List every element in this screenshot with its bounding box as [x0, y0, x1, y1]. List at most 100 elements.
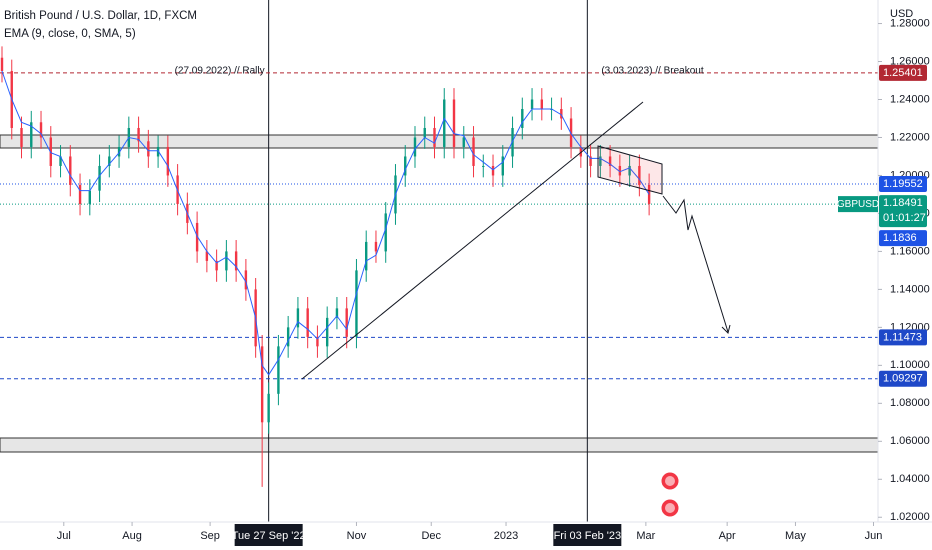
candle-body	[404, 156, 407, 176]
candle-body	[147, 141, 150, 157]
x-tick-label: May	[785, 530, 806, 542]
candle-body	[423, 127, 426, 138]
y-tick-label: 1.24000	[890, 93, 930, 105]
x-tick-label: 2023	[494, 530, 518, 542]
candle-body	[491, 165, 495, 176]
candle-body	[599, 156, 602, 166]
candle-body	[413, 137, 417, 157]
candle-body	[286, 327, 290, 347]
projection-arrow	[662, 195, 729, 333]
candle-body	[384, 213, 387, 252]
trend-line	[301, 101, 644, 380]
candle-body	[530, 99, 534, 109]
x-tick-label: Mar	[636, 530, 655, 542]
candle-body	[30, 122, 33, 147]
candle-body	[579, 146, 583, 157]
candle-body	[78, 184, 82, 204]
y-axis-label: USD	[890, 8, 913, 20]
candle-body	[98, 165, 101, 191]
candle-body	[618, 165, 622, 176]
event-icons	[660, 471, 680, 518]
x-tick-label: Jun	[865, 530, 883, 542]
candle-body	[20, 127, 23, 147]
candle-body	[540, 99, 544, 109]
candle-body	[325, 317, 329, 347]
y-tick-label: 1.06000	[890, 435, 930, 447]
candle-body	[316, 336, 319, 347]
candle-body	[482, 165, 485, 167]
y-tick-label: 1.02000	[890, 511, 930, 523]
candle-body	[628, 165, 631, 176]
candle-body	[225, 251, 228, 271]
candle-body	[452, 99, 456, 147]
chart-title: British Pound / U.S. Dollar, 1D, FXCM	[4, 10, 197, 22]
candle-body	[296, 308, 300, 328]
candle-body	[462, 137, 465, 147]
indicator-legend: EMA (9, close, 0, SMA, 5)	[4, 28, 136, 40]
x-tick-label: Dec	[421, 530, 441, 542]
x-tick-label: Jul	[57, 530, 71, 542]
y-tick-label: 1.10000	[890, 359, 930, 371]
support-zone	[0, 437, 879, 453]
last-price-tag	[879, 195, 927, 228]
ema-line	[1, 70, 650, 376]
symbol-tag	[838, 196, 878, 213]
candle-body	[0, 57, 4, 72]
y-tick-label: 1.04000	[890, 473, 930, 485]
candle-body	[267, 393, 270, 423]
flag-pattern	[597, 145, 663, 195]
candle-body	[345, 308, 348, 337]
level-tag	[879, 64, 927, 81]
event-icon	[665, 503, 675, 513]
y-tick-label: 1.26000	[890, 55, 930, 67]
x-tick-label: Sep	[200, 530, 220, 542]
candle-body	[166, 146, 170, 176]
candle-body	[260, 346, 264, 423]
event-icon	[665, 476, 675, 486]
candle-body	[589, 156, 592, 166]
candle-body	[521, 108, 524, 128]
level-tag-label: 1.11473	[883, 331, 922, 343]
level-tag-label: 1.09297	[883, 373, 923, 385]
arrow-head	[721, 324, 731, 334]
candle-body	[365, 241, 368, 271]
y-tick-label: 1.16000	[890, 245, 930, 257]
y-tick-label: 1.22000	[890, 131, 930, 143]
bid-tag-label: 1.1836	[883, 232, 917, 244]
candle-body	[608, 156, 612, 166]
plot	[0, 0, 878, 522]
candle-body	[234, 251, 238, 271]
candle-body	[355, 270, 358, 337]
y-tick-label: 1.08000	[890, 397, 930, 409]
candle-body	[137, 127, 140, 142]
candle-body	[335, 308, 339, 318]
candle-body	[472, 137, 475, 166]
candle-body	[108, 156, 111, 166]
y-tick-label: 1.28000	[890, 17, 930, 29]
candle-body	[156, 146, 160, 157]
crosshair-label: Tue 27 Sep '22	[232, 530, 306, 542]
candle-body	[69, 156, 72, 185]
candle-body	[433, 127, 436, 147]
x-tick-label: Apr	[719, 530, 736, 542]
countdown-label: 01:01:27	[883, 212, 926, 224]
last-price-label: 1.18491	[883, 197, 923, 209]
candle-body	[88, 190, 91, 204]
y-tick-label: 1.14000	[890, 283, 930, 295]
candle-body	[638, 165, 641, 185]
x-tick-label: Nov	[347, 530, 367, 542]
bid-tag	[879, 230, 927, 247]
level-tag	[879, 329, 927, 346]
candle-body	[215, 260, 218, 271]
level-tag-label: 1.25401	[883, 67, 923, 79]
candle-body	[277, 346, 280, 394]
candle-body	[117, 146, 121, 157]
level-tag	[879, 175, 927, 192]
candle-body	[374, 241, 378, 252]
candle-body	[560, 108, 563, 119]
crosshair-label-bg	[553, 524, 622, 546]
candle-body	[244, 270, 248, 290]
